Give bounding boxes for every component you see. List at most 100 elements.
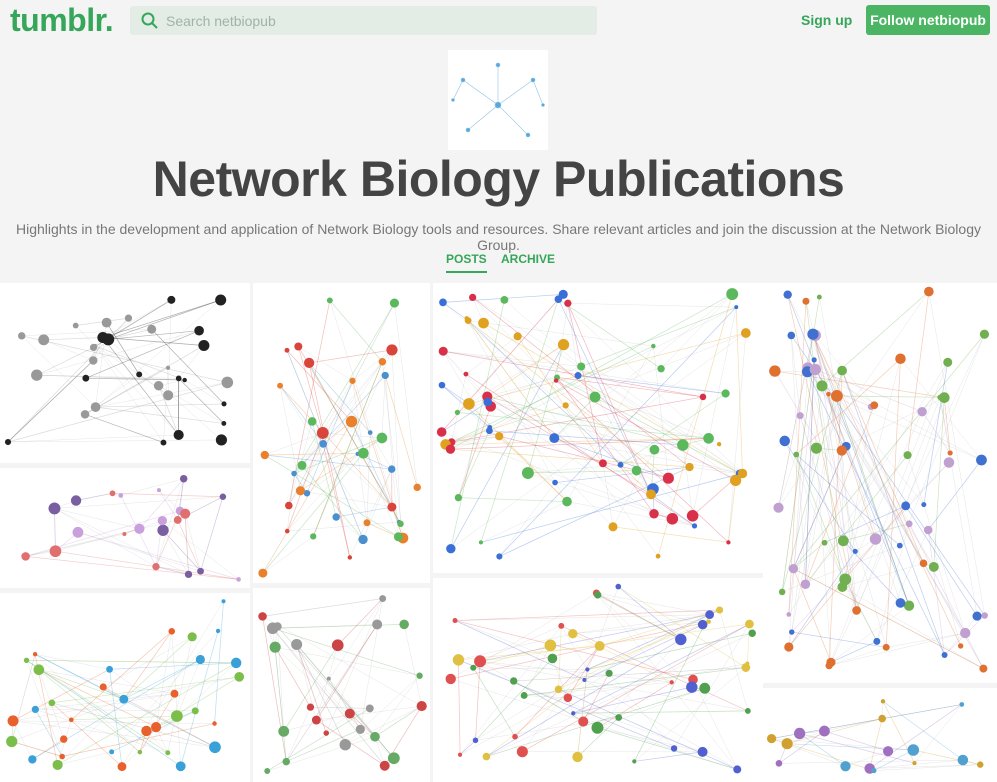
- post-thumbnail[interactable]: [763, 283, 997, 683]
- network-node: [699, 682, 711, 694]
- network-node: [194, 325, 204, 336]
- network-edge: [584, 679, 738, 770]
- network-edge: [556, 377, 741, 475]
- network-edge: [480, 473, 741, 543]
- network-edge: [599, 609, 720, 647]
- network-node: [234, 671, 245, 682]
- network-edge: [805, 301, 843, 451]
- network-edge: [873, 749, 914, 771]
- network-edge: [788, 362, 948, 615]
- network-node: [837, 535, 849, 547]
- network-node: [686, 681, 698, 693]
- network-edge: [443, 351, 614, 527]
- post-thumbnail[interactable]: [253, 588, 430, 782]
- network-edge: [155, 676, 240, 728]
- network-node: [924, 286, 934, 297]
- network-node: [179, 474, 188, 483]
- post-thumbnail[interactable]: [763, 688, 997, 782]
- post-thumbnail[interactable]: [433, 283, 763, 573]
- network-edge: [441, 298, 559, 433]
- post-thumbnail[interactable]: [253, 283, 430, 583]
- network-edge: [262, 616, 422, 707]
- network-edge: [807, 367, 982, 461]
- network-edge: [451, 405, 566, 443]
- follow-button[interactable]: Follow netbiopub: [866, 5, 990, 35]
- network-node: [141, 725, 152, 737]
- network-edge: [184, 513, 201, 572]
- network-node: [649, 509, 659, 519]
- network-edge: [300, 437, 383, 492]
- network-node: [615, 583, 622, 590]
- network-edge: [885, 358, 901, 648]
- network-node: [947, 450, 953, 456]
- network-node: [810, 442, 822, 454]
- network-edge: [38, 669, 157, 728]
- network-node: [379, 595, 387, 602]
- archive-tab[interactable]: ARCHIVE: [501, 252, 556, 266]
- network-node: [195, 654, 205, 665]
- network-edge: [391, 349, 401, 524]
- network-node: [215, 434, 227, 446]
- network-edge: [450, 293, 733, 450]
- network-edge: [587, 632, 753, 670]
- network-node: [416, 700, 427, 712]
- network-node: [215, 628, 221, 634]
- network-edge: [653, 346, 669, 479]
- network-edge: [180, 630, 219, 767]
- network-edge: [394, 303, 418, 488]
- network-edge: [466, 318, 556, 483]
- network-node: [788, 563, 799, 574]
- network-node: [147, 324, 157, 334]
- post-thumbnail[interactable]: [433, 578, 763, 782]
- network-node: [70, 495, 82, 506]
- post-thumbnail[interactable]: [0, 593, 250, 782]
- network-edge: [869, 764, 981, 769]
- network-node: [670, 745, 678, 752]
- posts-tab[interactable]: POSTS: [446, 252, 487, 273]
- network-edge: [522, 623, 750, 753]
- network-node: [937, 394, 943, 400]
- network-edge: [567, 303, 652, 495]
- network-node: [310, 533, 317, 540]
- network-node: [734, 305, 739, 310]
- network-edge: [123, 676, 240, 700]
- network-edge: [11, 741, 63, 757]
- network-edge: [905, 397, 945, 506]
- network-node: [387, 752, 400, 765]
- network-edge: [689, 466, 741, 475]
- network-edge: [287, 521, 400, 532]
- network-edge: [554, 437, 743, 474]
- network-edge: [26, 660, 168, 754]
- network-node: [33, 664, 45, 676]
- network-edge: [524, 695, 568, 699]
- search-box[interactable]: Search netbiopub: [130, 6, 597, 35]
- post-thumbnail[interactable]: [0, 283, 250, 463]
- logo[interactable]: tumblr.: [10, 2, 114, 38]
- network-edge: [311, 421, 337, 518]
- network-edge: [459, 740, 476, 755]
- network-edge: [162, 530, 189, 575]
- network-edge: [682, 396, 704, 446]
- network-edge: [487, 401, 655, 514]
- network-edge: [382, 361, 404, 539]
- post-thumbnail[interactable]: [0, 468, 250, 588]
- network-node: [416, 672, 423, 679]
- network-edge: [54, 496, 223, 509]
- sign-up-link[interactable]: Sign up: [801, 12, 853, 28]
- network-edge: [612, 449, 655, 527]
- network-node: [553, 378, 559, 383]
- network-node: [365, 704, 374, 713]
- network-edge: [71, 715, 177, 721]
- search-icon: [141, 12, 158, 29]
- network-node: [355, 724, 365, 734]
- network-edge: [450, 448, 690, 468]
- network-edge: [458, 633, 573, 661]
- network-edge: [558, 609, 720, 690]
- network-node: [258, 612, 267, 621]
- network-edge: [384, 375, 418, 488]
- network-node: [122, 531, 127, 536]
- network-edge: [841, 370, 924, 564]
- network-edge: [151, 329, 225, 405]
- network-node: [957, 754, 969, 766]
- network-edge: [366, 522, 399, 538]
